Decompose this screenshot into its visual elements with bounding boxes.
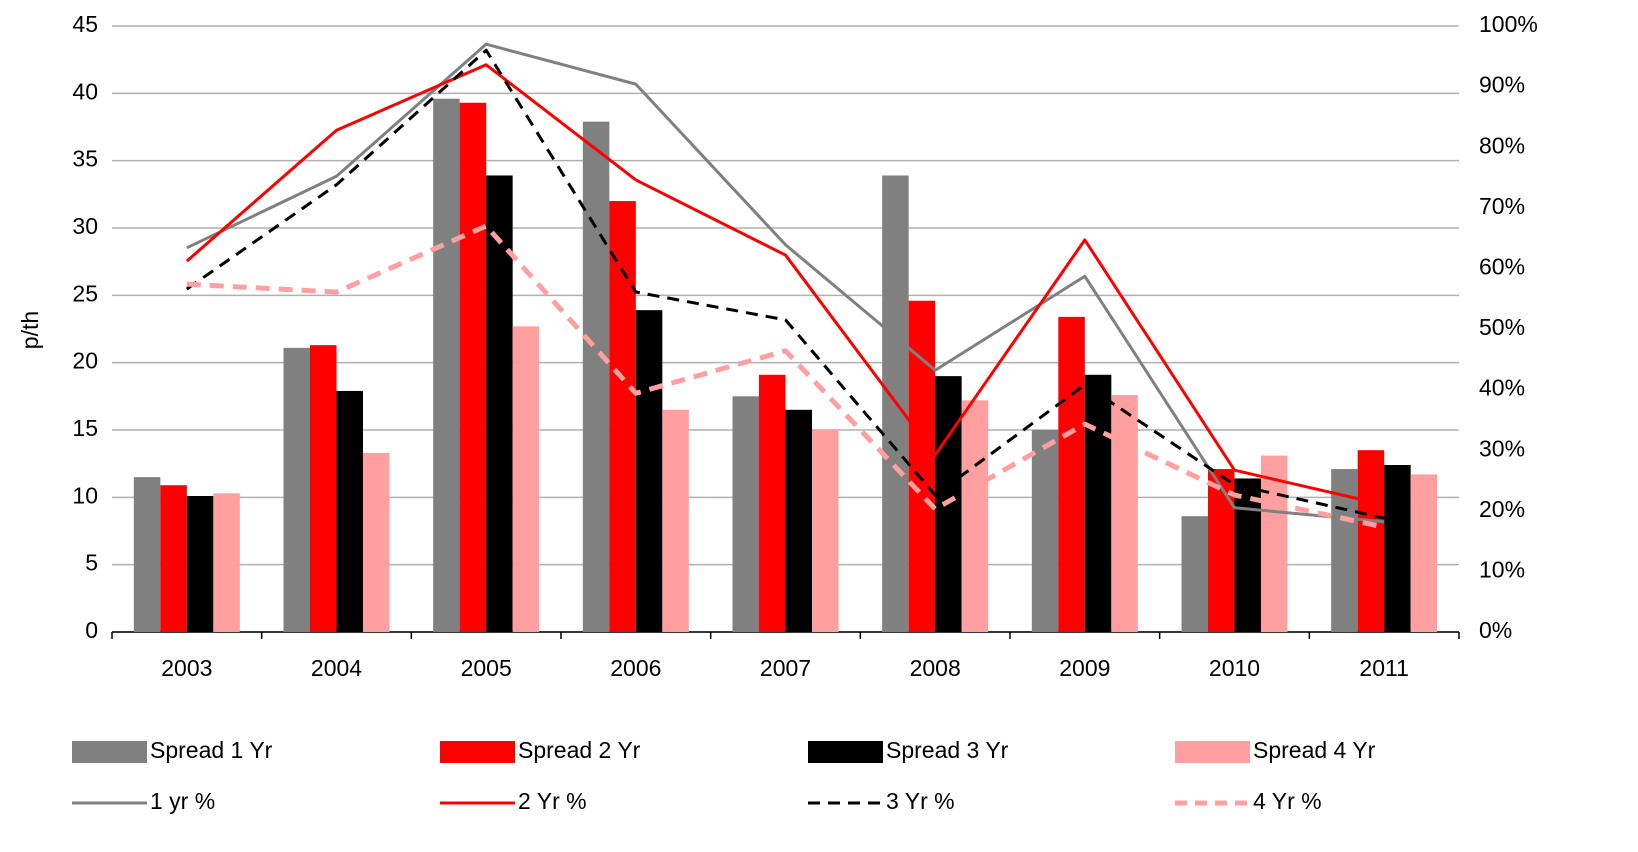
- bar: [213, 493, 240, 632]
- y-tick-label: 5: [85, 550, 98, 576]
- bar: [1208, 469, 1235, 632]
- legend-swatch: [808, 741, 883, 763]
- y-tick-label: 35: [72, 146, 98, 172]
- bar: [662, 409, 689, 632]
- y-tick-label: 45: [72, 11, 98, 37]
- x-tick-label: 2004: [311, 655, 362, 681]
- legend-label: 2 Yr %: [518, 788, 587, 814]
- bar: [759, 374, 786, 632]
- y-tick-label: 15: [72, 415, 98, 441]
- y-tick-label: 20: [72, 348, 98, 374]
- y-tick-label: 25: [72, 280, 98, 306]
- y2-tick-label: 100%: [1479, 11, 1538, 37]
- bar: [785, 409, 812, 632]
- y2-tick-label: 10%: [1479, 556, 1525, 582]
- legend-label: Spread 4 Yr: [1253, 737, 1376, 763]
- bar: [336, 390, 363, 632]
- bar: [283, 347, 310, 632]
- line: [185, 63, 1385, 507]
- bar: [1084, 374, 1112, 632]
- bar: [1111, 394, 1138, 632]
- bar: [732, 396, 759, 632]
- legend-swatch: [1175, 741, 1250, 763]
- legend-label: 3 Yr %: [886, 788, 955, 814]
- y2-tick-label: 90%: [1479, 72, 1525, 98]
- bar: [459, 102, 487, 632]
- y-tick-label: 30: [72, 213, 98, 239]
- legend-label: 1 yr %: [150, 788, 215, 814]
- bar: [635, 310, 663, 632]
- y2-tick-label: 0%: [1479, 617, 1512, 643]
- line: [186, 223, 1385, 530]
- x-tick-label: 2008: [910, 655, 961, 681]
- bar: [433, 98, 460, 633]
- line: [186, 42, 1385, 524]
- legend-swatch: [440, 741, 515, 763]
- bar: [1031, 430, 1059, 632]
- bar: [1410, 474, 1438, 632]
- x-tick-label: 2010: [1209, 655, 1260, 681]
- y-tick-label: 40: [72, 78, 98, 104]
- bar: [1357, 450, 1385, 632]
- bar: [363, 452, 390, 632]
- bar: [1261, 455, 1288, 632]
- bar: [310, 345, 337, 632]
- bar: [160, 485, 187, 632]
- legend-label: Spread 3 Yr: [886, 737, 1009, 763]
- legend-label: Spread 1 Yr: [150, 737, 273, 763]
- y2-tick-label: 40%: [1479, 375, 1525, 401]
- x-tick-label: 2003: [161, 655, 212, 681]
- bar: [812, 430, 839, 632]
- y2-tick-label: 30%: [1479, 435, 1525, 461]
- bar: [1234, 478, 1261, 632]
- y2-tick-label: 20%: [1479, 496, 1525, 522]
- bar: [582, 121, 610, 632]
- bar: [186, 495, 214, 632]
- y2-tick-label: 50%: [1479, 314, 1525, 340]
- bar: [609, 201, 636, 633]
- x-tick-label: 2005: [461, 655, 512, 681]
- y-tick-label: 10: [72, 482, 98, 508]
- x-tick-label: 2007: [760, 655, 811, 681]
- legend-label: 4 Yr %: [1253, 788, 1322, 814]
- legend-swatch: [72, 741, 147, 763]
- bar: [512, 326, 540, 632]
- bar: [133, 477, 161, 632]
- bar: [908, 300, 936, 632]
- x-tick-label: 2009: [1059, 655, 1110, 681]
- line: [185, 48, 1385, 520]
- y2-tick-label: 70%: [1479, 193, 1525, 219]
- y2-tick-label: 60%: [1479, 253, 1525, 279]
- legend-label: Spread 2 Yr: [518, 737, 641, 763]
- bar: [961, 400, 989, 632]
- y2-tick-label: 80%: [1479, 132, 1525, 158]
- x-tick-label: 2011: [1359, 655, 1408, 681]
- y-tick-label: 0: [85, 617, 98, 643]
- bar: [1058, 316, 1085, 632]
- x-tick-label: 2006: [610, 655, 661, 681]
- bar: [1384, 465, 1411, 632]
- y-axis-label: p/th: [17, 311, 43, 349]
- bar: [1181, 516, 1208, 632]
